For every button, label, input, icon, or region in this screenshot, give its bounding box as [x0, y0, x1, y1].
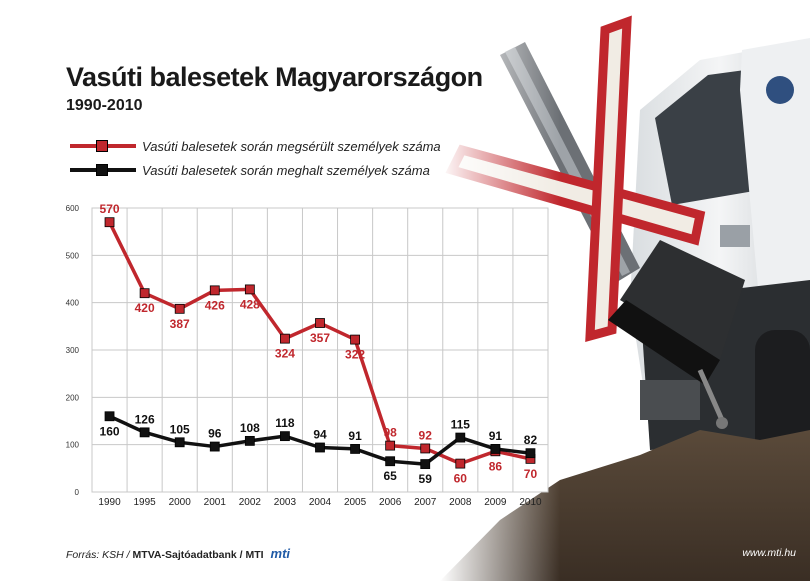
data-label-killed: 108	[240, 421, 260, 435]
y-tick-label: 200	[66, 393, 80, 402]
data-label-killed: 65	[383, 469, 397, 483]
data-label-injured: 387	[170, 317, 190, 331]
data-label-killed: 105	[170, 422, 190, 436]
legend-killed-label: Vasúti balesetek során meghalt személyek…	[142, 162, 430, 178]
x-tick-label: 2008	[449, 497, 472, 508]
crossing-lamp	[608, 240, 745, 429]
data-point-killed	[385, 456, 396, 467]
data-point-killed	[420, 459, 431, 469]
source-prefix: Forrás: KSH /	[66, 549, 130, 561]
website-label: www.mti.hu	[742, 547, 796, 559]
y-tick-label: 500	[66, 251, 80, 260]
legend-injured: Vasúti balesetek során megsérült személy…	[70, 137, 441, 155]
x-tick-label: 2006	[379, 497, 402, 508]
y-tick-label: 300	[66, 346, 80, 355]
data-point-injured	[350, 334, 360, 345]
mti-logo: mti	[270, 546, 291, 561]
x-tick-label: 1995	[133, 497, 156, 508]
source-agency: MTVA-Sajtóadatbank / MTI	[132, 549, 264, 561]
data-label-injured: 324	[275, 347, 295, 361]
data-label-injured: 98	[383, 426, 397, 440]
data-label-killed: 160	[100, 424, 120, 438]
source-note: Forrás: KSH / MTVA-Sajtóadatbank / MTI m…	[66, 546, 290, 561]
x-tick-label: 2001	[204, 497, 227, 508]
data-label-killed: 91	[348, 429, 362, 443]
data-label-killed: 115	[451, 418, 471, 432]
data-label-killed: 94	[313, 428, 327, 442]
y-tick-label: 0	[75, 488, 80, 497]
data-label-injured: 92	[419, 428, 433, 442]
y-tick-label: 100	[66, 441, 80, 450]
data-label-injured: 60	[454, 472, 468, 486]
data-label-killed: 118	[275, 416, 295, 430]
data-point-killed	[525, 448, 536, 459]
data-label-killed: 96	[208, 427, 222, 441]
data-label-injured: 428	[240, 297, 260, 311]
data-point-killed	[209, 441, 220, 452]
data-point-injured	[280, 333, 290, 344]
x-tick-label: 2000	[169, 497, 192, 508]
data-label-killed: 91	[489, 429, 503, 443]
data-label-injured: 70	[524, 467, 538, 481]
data-point-killed	[139, 427, 150, 438]
x-tick-label: 1990	[98, 497, 121, 508]
legend-killed-swatch	[70, 161, 136, 179]
chart-title: Vasúti balesetek Magyarországon	[66, 62, 483, 92]
x-tick-label: 2004	[309, 497, 332, 508]
data-point-injured	[174, 303, 185, 314]
data-point-killed	[490, 444, 501, 454]
data-point-injured	[455, 458, 466, 469]
data-label-injured: 570	[100, 202, 120, 216]
data-point-killed	[315, 442, 325, 453]
data-label-injured: 357	[310, 331, 330, 345]
data-point-injured	[420, 443, 431, 454]
data-point-killed	[455, 432, 466, 443]
data-label-injured: 426	[205, 298, 225, 312]
x-tick-label: 2005	[344, 497, 367, 508]
legend-killed: Vasúti balesetek során meghalt személyek…	[70, 161, 430, 179]
data-point-injured	[104, 217, 115, 228]
data-label-killed: 82	[524, 433, 538, 447]
data-label-injured: 420	[135, 301, 155, 315]
chart-subtitle: 1990-2010	[66, 97, 143, 114]
data-label-injured: 322	[345, 348, 365, 362]
data-point-injured	[315, 318, 325, 328]
legend-injured-swatch	[70, 137, 136, 155]
data-label-killed: 59	[419, 472, 433, 486]
data-point-killed	[174, 437, 185, 448]
x-tick-label: 2003	[274, 497, 297, 508]
data-point-killed	[350, 444, 360, 454]
data-point-injured	[139, 288, 150, 299]
data-label-injured: 86	[489, 459, 503, 473]
x-tick-label: 2007	[414, 497, 437, 508]
data-label-killed: 126	[135, 412, 155, 426]
y-tick-label: 400	[66, 299, 80, 308]
legend-injured-label: Vasúti balesetek során megsérült személy…	[142, 138, 441, 154]
data-point-killed	[280, 431, 290, 442]
data-point-killed	[104, 411, 115, 422]
x-tick-label: 2002	[239, 497, 262, 508]
x-tick-label: 2009	[484, 497, 507, 508]
data-point-killed	[244, 435, 255, 446]
data-point-injured	[244, 284, 255, 295]
x-tick-label: 2010	[519, 497, 542, 508]
y-tick-label: 600	[66, 204, 80, 213]
data-point-injured	[385, 440, 396, 451]
data-point-injured	[209, 285, 220, 296]
